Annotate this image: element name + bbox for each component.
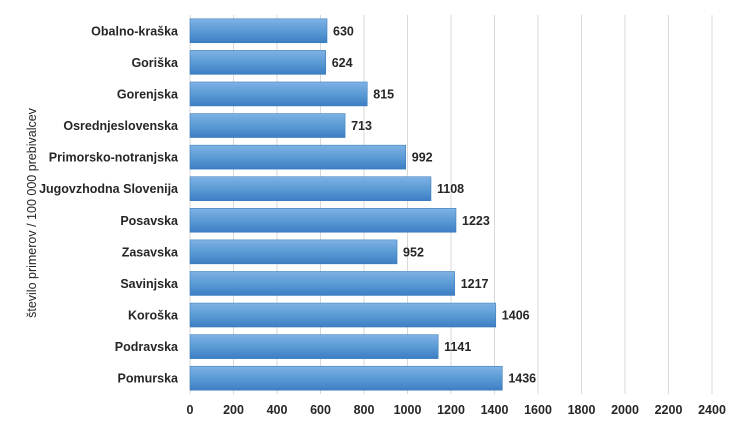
value-label: 1406 <box>502 309 530 323</box>
x-tick-label: 200 <box>223 403 244 417</box>
value-label: 1217 <box>461 277 489 291</box>
category-label: Gorenjska <box>117 87 179 101</box>
bar <box>189 144 407 170</box>
bar <box>189 176 432 201</box>
bar <box>189 334 439 359</box>
bar <box>189 50 326 75</box>
bar <box>189 271 455 296</box>
value-labels: 630 624 815 713 992 1108 1223 952 1217 1406 1141 14… <box>332 24 536 385</box>
category-label: Pomurska <box>118 372 179 386</box>
bar <box>189 113 346 138</box>
category-label: Zasavska <box>122 245 179 259</box>
x-tick-labels: 0 200 400 600 800 1000 1200 1400 1600 1800 2000 220… <box>187 403 726 417</box>
value-label: 815 <box>373 87 394 101</box>
category-label: Podravska <box>115 340 179 354</box>
category-label: Posavska <box>120 214 179 228</box>
category-label: Savinjska <box>120 277 179 291</box>
x-tick-label: 2000 <box>611 403 639 417</box>
value-label: 1108 <box>437 182 464 196</box>
x-tick-label: 1400 <box>481 403 509 417</box>
category-labels: Obalno-kraška Goriška Gorenjska Osrednjeslo… <box>39 24 179 385</box>
x-tick-label: 600 <box>310 403 331 417</box>
x-tick-label: 2400 <box>698 403 726 417</box>
value-label: 624 <box>332 56 353 70</box>
x-tick-label: 1800 <box>568 403 596 417</box>
value-label: 1436 <box>508 372 536 386</box>
value-label: 1223 <box>462 214 490 228</box>
bar <box>189 365 503 391</box>
bar <box>189 302 497 328</box>
x-tick-label: 1600 <box>524 403 552 417</box>
x-tick-label: 2200 <box>655 403 683 417</box>
value-label: 952 <box>403 245 424 259</box>
x-tick-label: 1000 <box>394 403 422 417</box>
gridlines <box>189 15 713 394</box>
category-label: Jugovzhodna Slovenija <box>39 182 179 196</box>
category-label: Koroška <box>128 309 179 323</box>
bar <box>189 18 328 44</box>
category-label: Primorsko-notranjska <box>49 151 179 165</box>
category-label: Osrednjeslovenska <box>63 119 179 133</box>
y-axis-title: število primerov / 100 000 prebivalcev <box>25 107 39 318</box>
value-label: 992 <box>412 151 433 165</box>
value-label: 630 <box>333 24 354 38</box>
x-tick-label: 800 <box>354 403 375 417</box>
bar <box>189 81 368 107</box>
x-tick-label: 0 <box>187 403 194 417</box>
bar <box>189 208 457 233</box>
value-label: 713 <box>351 119 372 133</box>
value-label: 1141 <box>444 340 471 354</box>
x-tick-label: 1200 <box>437 403 465 417</box>
bar <box>189 239 398 265</box>
x-tick-label: 400 <box>267 403 288 417</box>
category-label: Obalno-kraška <box>91 24 179 38</box>
category-label: Goriška <box>131 56 179 70</box>
bars <box>189 18 503 391</box>
